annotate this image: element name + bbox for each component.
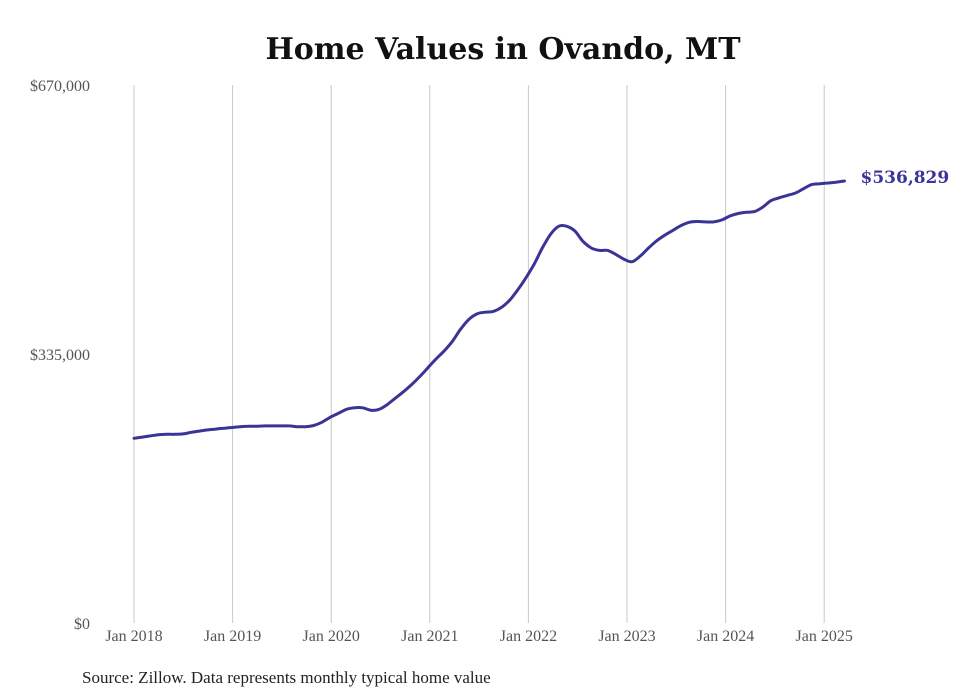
x-tick-label: Jan 2022 (500, 628, 557, 645)
x-tick-label: Jan 2020 (303, 628, 360, 645)
x-tick-label: Jan 2025 (796, 628, 853, 645)
end-value-label: $536,829 (861, 168, 950, 188)
x-tick-label: Jan 2021 (401, 628, 458, 645)
series-line (132, 179, 846, 440)
y-tick-label: $0 (74, 616, 90, 633)
y-tick-label: $670,000 (30, 78, 90, 95)
chart-title: Home Values in Ovando, MT (265, 32, 741, 67)
grid-lines (133, 85, 825, 623)
x-tick-label: Jan 2023 (598, 628, 655, 645)
x-tick-label: Jan 2019 (204, 628, 261, 645)
chart-canvas: Home Values in Ovando, MT $0 $335,000 $670… (30, 32, 950, 645)
source-note: Source: Zillow. Data represents monthly … (82, 668, 491, 687)
x-axis-ticks: Jan 2018 Jan 2019 Jan 2020 Jan 2021 Jan 2022… (105, 628, 853, 645)
x-tick-label: Jan 2018 (105, 628, 162, 645)
y-tick-label: $335,000 (30, 347, 90, 364)
y-axis-ticks: $0 $335,000 $670,000 (30, 78, 90, 633)
x-tick-label: Jan 2024 (697, 628, 754, 645)
